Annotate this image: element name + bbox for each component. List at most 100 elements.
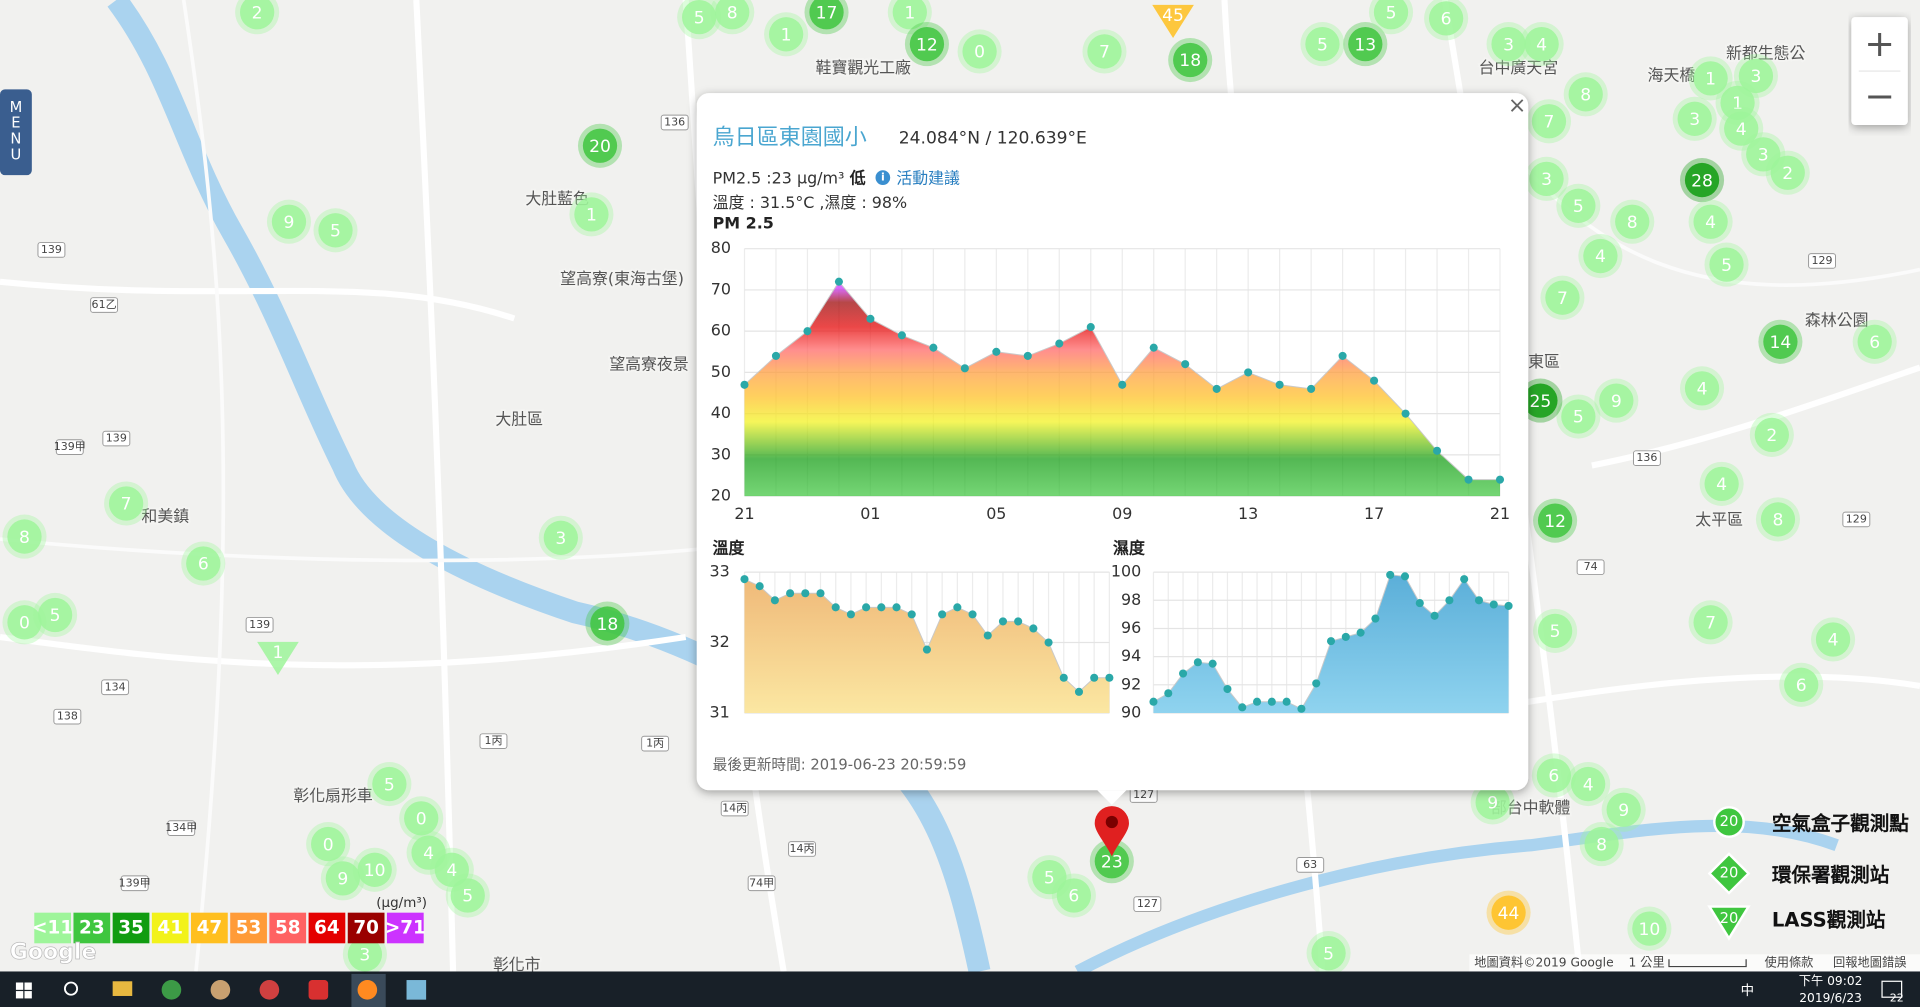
cluster-marker[interactable] (1615, 204, 1650, 239)
cluster-marker[interactable] (768, 17, 804, 52)
cluster-marker[interactable] (311, 826, 346, 862)
cluster-marker[interactable] (962, 34, 997, 69)
app-icon[interactable] (210, 980, 231, 1000)
search-icon[interactable] (63, 981, 79, 996)
cluster-marker[interactable] (590, 606, 625, 641)
cluster-marker[interactable] (809, 0, 844, 30)
cluster-marker[interactable] (682, 0, 717, 35)
cluster-marker[interactable] (1720, 85, 1755, 121)
cluster-marker[interactable] (1561, 399, 1596, 434)
cluster-marker[interactable] (1529, 161, 1564, 197)
cluster-marker[interactable] (574, 197, 609, 232)
notification-icon[interactable] (1881, 980, 1903, 998)
app-icon[interactable] (259, 980, 280, 1000)
cluster-marker[interactable] (715, 0, 750, 30)
cluster-marker[interactable] (1693, 605, 1728, 640)
cluster-marker[interactable] (1599, 383, 1634, 418)
report[interactable]: 回報地圖錯誤 (1833, 954, 1906, 969)
terms[interactable]: 使用條款 (1764, 954, 1813, 969)
cluster-marker[interactable] (404, 801, 439, 836)
cluster-marker[interactable] (1724, 111, 1759, 146)
cluster-marker[interactable] (1571, 766, 1606, 802)
station-name[interactable]: 烏日區東園國小 (713, 125, 867, 150)
cluster-marker[interactable] (1857, 324, 1892, 359)
cluster-marker[interactable] (108, 486, 144, 521)
cluster-marker[interactable] (1348, 26, 1383, 62)
cluster-marker[interactable] (1754, 417, 1789, 453)
cluster-marker[interactable] (240, 0, 275, 30)
cluster-marker[interactable] (1523, 383, 1558, 418)
zoom-out[interactable]: − (1864, 74, 1895, 117)
cluster-marker[interactable] (7, 605, 42, 640)
cluster-marker[interactable] (1056, 878, 1092, 913)
cluster-marker[interactable] (1491, 26, 1526, 62)
cluster-marker[interactable] (434, 852, 469, 887)
data-point (1223, 684, 1232, 694)
cluster-marker[interactable] (1305, 26, 1340, 62)
menu-button[interactable] (0, 89, 32, 176)
clock-time[interactable]: 下午 09:02 (1799, 974, 1863, 988)
cluster-marker[interactable] (1704, 466, 1739, 502)
cluster-marker[interactable] (325, 861, 360, 896)
cluster-marker[interactable] (1173, 42, 1208, 78)
cluster-marker[interactable] (1583, 238, 1618, 274)
cluster-marker[interactable] (1032, 859, 1067, 895)
cluster-marker[interactable] (1746, 137, 1781, 172)
cluster-marker[interactable] (450, 878, 485, 913)
cluster-marker[interactable] (37, 597, 73, 633)
cluster-marker[interactable] (909, 26, 945, 62)
explorer-icon[interactable] (112, 981, 133, 996)
cluster-marker[interactable] (186, 546, 221, 581)
cluster-marker[interactable] (1760, 502, 1796, 537)
cluster-marker[interactable] (1311, 935, 1346, 971)
cluster-marker[interactable] (1738, 58, 1774, 94)
ime[interactable]: 中 (1741, 983, 1754, 999)
cluster-marker[interactable] (1531, 104, 1567, 139)
start-button[interactable] (15, 982, 32, 999)
cluster-marker[interactable] (1684, 162, 1720, 198)
cluster-marker[interactable] (1815, 622, 1851, 657)
cluster-marker[interactable] (1545, 280, 1580, 315)
cluster-marker[interactable] (372, 766, 407, 802)
cluster-marker[interactable] (347, 937, 383, 972)
cluster-marker[interactable] (892, 0, 927, 30)
cluster-marker[interactable] (1537, 503, 1573, 538)
app-icon[interactable] (406, 980, 427, 1000)
cluster-marker[interactable] (1475, 785, 1510, 820)
cluster-marker[interactable] (1568, 77, 1603, 112)
cluster-marker[interactable] (1684, 371, 1720, 406)
chrome-icon[interactable] (161, 980, 182, 1000)
close-button[interactable]: × (1508, 94, 1526, 119)
cluster-marker[interactable] (543, 520, 578, 555)
cluster-marker[interactable] (357, 852, 392, 887)
cluster-marker[interactable] (1087, 34, 1122, 69)
cluster-marker[interactable] (1784, 667, 1819, 702)
cluster-marker[interactable] (1693, 204, 1728, 239)
app-icon[interactable] (308, 980, 329, 1000)
cluster-marker[interactable] (1584, 826, 1619, 862)
cluster-marker[interactable] (1561, 188, 1596, 223)
cluster-marker[interactable] (1632, 911, 1667, 946)
clock-date[interactable]: 2019/6/23 (1799, 991, 1862, 1005)
advice-link[interactable]: 活動建議 (896, 168, 960, 187)
cluster-marker[interactable] (1709, 247, 1744, 282)
cluster-marker[interactable] (1677, 101, 1712, 136)
cluster-marker[interactable] (1428, 1, 1464, 36)
cluster-marker[interactable] (582, 128, 618, 163)
firefox-icon[interactable] (357, 980, 378, 1000)
cluster-marker[interactable] (1606, 792, 1641, 827)
cluster-marker[interactable] (1524, 26, 1559, 62)
cluster-marker[interactable] (1491, 895, 1526, 930)
cluster-marker[interactable] (1536, 758, 1572, 793)
cluster-marker[interactable] (1770, 155, 1805, 190)
cluster-marker[interactable] (1373, 0, 1409, 30)
cluster-marker[interactable] (1537, 613, 1573, 649)
cluster-marker[interactable] (1693, 61, 1728, 96)
cluster-marker[interactable] (1094, 844, 1129, 879)
cluster-marker[interactable] (271, 204, 307, 239)
cluster-marker[interactable] (1763, 324, 1798, 359)
cluster-marker[interactable] (7, 519, 42, 554)
cluster-marker[interactable] (318, 213, 353, 248)
zoom-in[interactable]: + (1864, 22, 1895, 65)
